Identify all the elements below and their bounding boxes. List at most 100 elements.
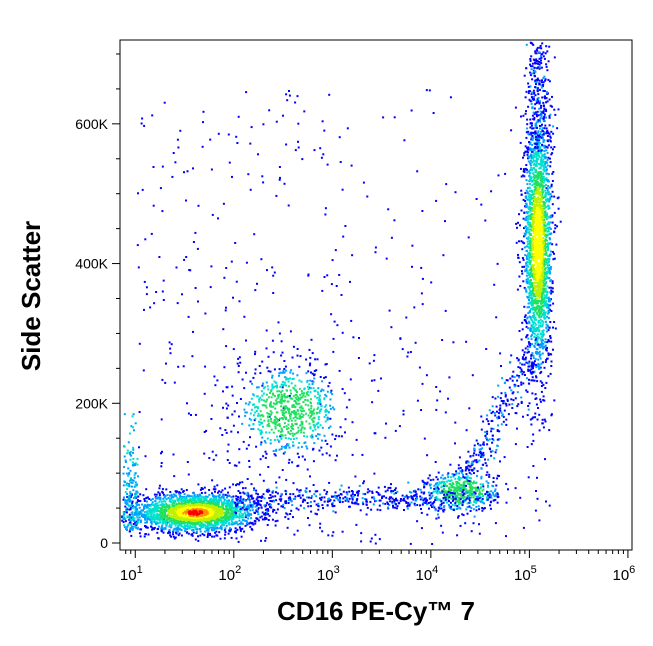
event-dot	[203, 392, 206, 395]
event-dot	[228, 514, 231, 517]
event-dot	[518, 275, 521, 278]
event-dot	[146, 500, 148, 503]
event-dot	[194, 231, 197, 234]
event-dot	[543, 164, 545, 167]
event-dot	[523, 242, 526, 245]
event-dot	[546, 146, 549, 149]
event-dot	[531, 143, 534, 146]
event-dot	[254, 411, 257, 414]
event-dot	[552, 148, 554, 151]
event-dot	[158, 484, 161, 487]
event-dot	[171, 175, 174, 178]
event-dot	[200, 487, 203, 489]
event-dot	[235, 515, 238, 518]
event-dot	[288, 90, 290, 92]
event-dot	[550, 216, 553, 219]
event-dot	[182, 365, 185, 368]
event-dot	[539, 318, 542, 321]
event-dot	[302, 431, 305, 434]
event-dot	[272, 351, 275, 354]
event-dot	[446, 501, 448, 504]
event-dot	[158, 500, 161, 503]
event-dot	[355, 438, 358, 441]
event-dot	[215, 521, 218, 524]
event-dot	[146, 520, 148, 523]
event-dot	[134, 521, 137, 524]
event-dot	[551, 105, 553, 108]
event-dot	[217, 132, 220, 135]
event-dot	[150, 520, 153, 523]
event-dot	[292, 516, 294, 519]
event-dot	[183, 493, 186, 496]
event-dot	[254, 417, 257, 420]
event-dot	[155, 291, 158, 293]
event-dot	[297, 456, 300, 459]
event-dot	[547, 300, 550, 303]
event-dot	[159, 507, 162, 510]
event-dot	[278, 166, 281, 168]
event-dot	[297, 429, 300, 432]
event-dot	[218, 531, 221, 534]
event-dot	[151, 528, 154, 531]
event-dot	[547, 179, 550, 182]
event-dot	[544, 361, 547, 363]
event-dot	[314, 358, 317, 361]
event-dot	[323, 398, 326, 401]
event-dot	[148, 515, 151, 518]
event-dot	[172, 519, 174, 522]
event-dot	[178, 532, 181, 535]
event-dot	[212, 458, 215, 461]
event-dot	[324, 410, 327, 413]
event-dot	[297, 446, 300, 449]
event-dot	[266, 437, 269, 440]
event-dot	[549, 337, 552, 340]
event-dot	[313, 390, 316, 393]
event-dot	[547, 180, 550, 183]
event-dot	[265, 537, 268, 540]
event-dot	[144, 518, 146, 521]
event-dot	[456, 494, 459, 497]
event-dot	[543, 153, 546, 156]
event-dot	[249, 525, 252, 528]
event-dot	[470, 496, 473, 499]
event-dot	[551, 221, 554, 224]
event-dot	[234, 527, 237, 530]
event-dot	[537, 143, 540, 146]
event-dot	[186, 524, 188, 527]
event-dot	[526, 316, 529, 319]
event-dot	[525, 245, 528, 248]
event-dot	[222, 508, 225, 511]
event-dot	[259, 418, 262, 421]
event-dot	[538, 413, 541, 416]
event-dot	[384, 490, 387, 493]
event-dot	[297, 146, 300, 149]
event-dot	[191, 503, 194, 506]
event-dot	[292, 428, 295, 431]
event-dot	[491, 484, 494, 487]
event-dot	[456, 507, 459, 510]
event-dot	[490, 496, 493, 499]
event-dot	[312, 387, 315, 390]
event-dot	[334, 438, 337, 441]
event-dot	[532, 366, 534, 369]
event-dot	[204, 530, 207, 533]
event-dot	[524, 234, 527, 237]
event-dot	[206, 521, 209, 524]
event-dot	[198, 512, 201, 515]
event-dot	[173, 494, 176, 497]
event-dot	[259, 429, 262, 432]
event-dot	[529, 149, 532, 152]
event-dot	[547, 375, 550, 378]
event-dot	[281, 386, 284, 389]
event-dot	[188, 516, 191, 519]
event-dot	[285, 411, 287, 414]
event-dot	[167, 509, 170, 512]
event-dot	[216, 526, 218, 529]
event-dot	[541, 162, 544, 165]
event-dot	[186, 511, 189, 513]
event-dot	[250, 408, 253, 411]
event-dot	[172, 535, 175, 538]
event-dot	[252, 376, 255, 379]
event-dot	[219, 516, 222, 519]
event-dot	[200, 513, 203, 516]
